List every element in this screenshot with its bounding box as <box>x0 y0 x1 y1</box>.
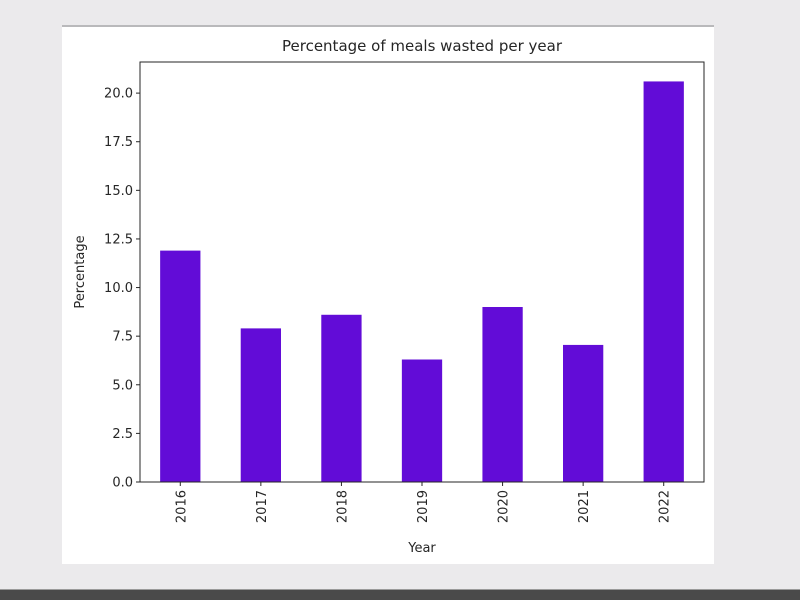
y-tick-label: 15.0 <box>104 184 133 199</box>
bar-2017 <box>240 328 281 482</box>
y-axis-label: Percentage <box>73 235 88 308</box>
bar-2018 <box>321 314 362 482</box>
bar-2022 <box>643 81 684 482</box>
x-tick-label: 2020 <box>497 490 512 523</box>
y-tick-label: 12.5 <box>104 232 133 247</box>
y-tick-label: 0.0 <box>112 476 133 491</box>
axes-frame <box>139 61 705 483</box>
bar-2020 <box>482 307 523 482</box>
y-tick-label: 2.5 <box>112 427 133 442</box>
x-tick-label: 2019 <box>416 490 431 523</box>
bottom-taskbar <box>0 589 800 600</box>
y-tick-label: 10.0 <box>104 281 133 296</box>
y-tick-label: 17.5 <box>104 135 133 150</box>
bar-2016 <box>160 250 201 482</box>
x-tick-label: 2017 <box>255 490 270 523</box>
x-tick-label: 2016 <box>174 490 189 523</box>
y-tick-label: 7.5 <box>112 330 133 345</box>
bar-2019 <box>401 359 443 482</box>
chart-title: Percentage of meals wasted per year <box>282 37 563 55</box>
y-tick-label: 5.0 <box>112 378 133 393</box>
x-tick-label: 2021 <box>577 490 592 523</box>
y-tick-label: 20.0 <box>104 87 133 102</box>
bar-2021 <box>563 344 604 482</box>
x-axis-label: Year <box>407 541 436 556</box>
x-tick-label: 2022 <box>658 490 673 523</box>
x-tick-label: 2018 <box>335 490 350 523</box>
